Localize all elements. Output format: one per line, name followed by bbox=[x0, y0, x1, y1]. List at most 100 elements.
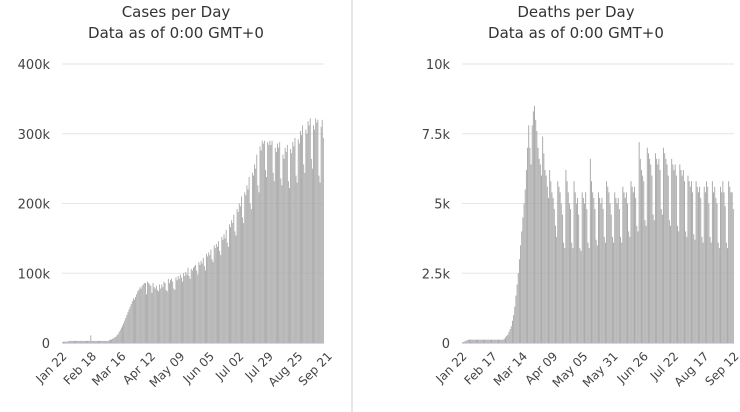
bar[interactable] bbox=[687, 175, 689, 343]
bar[interactable] bbox=[550, 181, 552, 343]
bar[interactable] bbox=[147, 281, 149, 343]
bar[interactable] bbox=[274, 147, 276, 343]
bar[interactable] bbox=[106, 340, 108, 343]
bar[interactable] bbox=[67, 341, 69, 343]
bar[interactable] bbox=[69, 340, 71, 343]
bar[interactable] bbox=[221, 236, 223, 343]
bar[interactable] bbox=[618, 209, 620, 343]
bar[interactable] bbox=[79, 340, 81, 343]
bar[interactable] bbox=[635, 197, 637, 343]
bar[interactable] bbox=[95, 340, 97, 343]
bar[interactable] bbox=[282, 154, 284, 343]
bar[interactable] bbox=[78, 340, 80, 343]
bar[interactable] bbox=[646, 147, 648, 343]
bar[interactable] bbox=[160, 288, 162, 343]
bar[interactable] bbox=[120, 327, 122, 343]
bar[interactable] bbox=[638, 142, 640, 343]
bar[interactable] bbox=[593, 197, 595, 343]
bar[interactable] bbox=[213, 245, 215, 343]
bar[interactable] bbox=[241, 196, 242, 343]
bar[interactable] bbox=[62, 342, 63, 343]
bar[interactable] bbox=[498, 339, 499, 343]
bar[interactable] bbox=[98, 340, 99, 343]
bar[interactable] bbox=[501, 339, 503, 343]
bar[interactable] bbox=[494, 339, 496, 343]
bar[interactable] bbox=[637, 231, 639, 343]
bar[interactable] bbox=[496, 339, 498, 343]
bar[interactable] bbox=[296, 182, 298, 343]
bar[interactable] bbox=[146, 294, 147, 343]
bar[interactable] bbox=[290, 149, 292, 343]
bar[interactable] bbox=[154, 288, 156, 343]
bar[interactable] bbox=[308, 125, 310, 343]
bar[interactable] bbox=[677, 225, 678, 343]
bar[interactable] bbox=[595, 239, 597, 343]
bar[interactable] bbox=[250, 209, 252, 343]
bar[interactable] bbox=[571, 242, 573, 343]
bar[interactable] bbox=[279, 142, 281, 343]
bar[interactable] bbox=[521, 231, 523, 343]
bar[interactable] bbox=[245, 195, 247, 343]
bar[interactable] bbox=[587, 242, 589, 343]
bar[interactable] bbox=[115, 336, 117, 343]
bar[interactable] bbox=[113, 338, 115, 343]
bar[interactable] bbox=[248, 176, 250, 343]
bar[interactable] bbox=[142, 284, 144, 343]
bar[interactable] bbox=[130, 303, 132, 343]
bar[interactable] bbox=[592, 192, 594, 343]
bar[interactable] bbox=[265, 170, 266, 343]
bar[interactable] bbox=[717, 242, 719, 343]
bar[interactable] bbox=[132, 298, 134, 343]
bar[interactable] bbox=[164, 283, 166, 343]
bar[interactable] bbox=[708, 203, 710, 344]
bar[interactable] bbox=[715, 197, 717, 343]
bar[interactable] bbox=[510, 326, 512, 343]
bar[interactable] bbox=[675, 175, 677, 343]
bar[interactable] bbox=[89, 340, 91, 343]
bar[interactable] bbox=[520, 245, 522, 343]
bar[interactable] bbox=[187, 267, 189, 343]
bar[interactable] bbox=[529, 147, 531, 343]
bar[interactable] bbox=[544, 170, 546, 343]
bar[interactable] bbox=[471, 339, 473, 343]
bar[interactable] bbox=[634, 186, 635, 343]
bar[interactable] bbox=[692, 192, 694, 343]
bar[interactable] bbox=[322, 137, 324, 343]
bar[interactable] bbox=[262, 143, 264, 343]
bar[interactable] bbox=[596, 245, 598, 343]
bar[interactable] bbox=[72, 340, 74, 343]
bar[interactable] bbox=[678, 231, 680, 343]
bar[interactable] bbox=[66, 341, 68, 343]
bar[interactable] bbox=[728, 181, 730, 343]
bar[interactable] bbox=[718, 248, 720, 343]
bar[interactable] bbox=[534, 105, 535, 343]
bar[interactable] bbox=[468, 339, 470, 343]
bar[interactable] bbox=[628, 231, 630, 343]
bar[interactable] bbox=[511, 320, 513, 343]
bar[interactable] bbox=[293, 146, 295, 343]
bar[interactable] bbox=[672, 164, 674, 343]
bar[interactable] bbox=[538, 158, 540, 343]
bar[interactable] bbox=[131, 301, 133, 343]
bar[interactable] bbox=[233, 214, 235, 343]
bar[interactable] bbox=[297, 139, 299, 343]
bar[interactable] bbox=[270, 144, 272, 343]
bar[interactable] bbox=[311, 168, 313, 343]
bar[interactable] bbox=[84, 340, 86, 343]
bar[interactable] bbox=[209, 255, 211, 343]
bar[interactable] bbox=[158, 291, 159, 343]
bar[interactable] bbox=[105, 340, 107, 343]
bar[interactable] bbox=[199, 264, 201, 343]
bar[interactable] bbox=[162, 287, 164, 343]
bar[interactable] bbox=[301, 135, 302, 343]
bar[interactable] bbox=[653, 220, 655, 343]
bar[interactable] bbox=[93, 340, 95, 343]
bar[interactable] bbox=[99, 340, 100, 343]
bar[interactable] bbox=[291, 153, 293, 343]
bar[interactable] bbox=[701, 236, 703, 343]
bar[interactable] bbox=[153, 287, 155, 343]
bar[interactable] bbox=[205, 270, 206, 343]
bar[interactable] bbox=[689, 186, 691, 343]
bar[interactable] bbox=[263, 140, 265, 343]
bar[interactable] bbox=[139, 287, 141, 343]
